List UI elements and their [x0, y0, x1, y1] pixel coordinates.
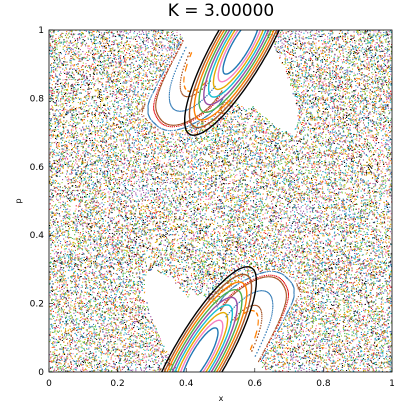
x-tick-label-2: 0.4	[179, 379, 194, 389]
chaotic-orbit	[49, 31, 392, 370]
lower-island-orbit	[174, 304, 234, 372]
x-axis-label: x	[219, 394, 224, 403]
chaotic-orbit	[49, 30, 392, 372]
upper-island-orbit	[207, 30, 267, 98]
x-tick-label-0: 0	[46, 379, 52, 389]
upper-island-orbit	[198, 30, 273, 113]
upper-island-orbit	[193, 30, 275, 121]
y-tick-label-4: 0.8	[30, 94, 45, 104]
y-tick-label-2: 0.4	[30, 231, 45, 241]
chaotic-orbit	[49, 30, 392, 372]
chaotic-orbit	[49, 30, 390, 372]
chaotic-orbit	[49, 30, 392, 372]
y-tick-label-1: 0.2	[30, 300, 44, 310]
x-tick-label-4: 0.8	[316, 379, 331, 389]
regular-island-orbits	[160, 30, 281, 372]
upper-island-orbit	[184, 30, 281, 136]
lower-island-orbit	[163, 273, 253, 372]
lower-island-orbit	[182, 327, 219, 372]
lower-island-orbit	[166, 281, 248, 372]
y-tick-label-0: 0	[38, 368, 44, 378]
axis-ticks	[48, 29, 393, 373]
chaotic-orbit	[49, 30, 392, 372]
lower-island-orbit	[179, 319, 224, 372]
lower-island-orbit	[168, 289, 243, 372]
upper-island-orbit	[217, 30, 262, 83]
chaotic-orbit	[49, 31, 392, 372]
x-tick-label-3: 0.6	[248, 379, 263, 389]
upper-island-orbit	[222, 30, 259, 75]
lower-island-orbit	[160, 266, 257, 372]
x-tick-label-1: 0.2	[110, 379, 124, 389]
upper-island-orbit	[203, 30, 270, 106]
y-tick-label-3: 0.6	[30, 163, 45, 173]
upper-island-orbit	[212, 30, 264, 91]
y-tick-label-5: 1	[38, 26, 44, 36]
chaotic-orbit	[50, 30, 392, 372]
y-axis-label: p	[14, 198, 23, 203]
lower-island-orbit	[177, 311, 229, 372]
chart-title: K = 3.00000	[168, 1, 275, 21]
chaotic-orbit	[49, 31, 392, 372]
lower-island-orbit	[171, 296, 238, 372]
plot-frame	[48, 29, 393, 373]
x-tick-label-5: 1	[389, 379, 395, 389]
upper-island-orbit	[188, 30, 278, 129]
chaotic-orbit	[50, 30, 392, 372]
